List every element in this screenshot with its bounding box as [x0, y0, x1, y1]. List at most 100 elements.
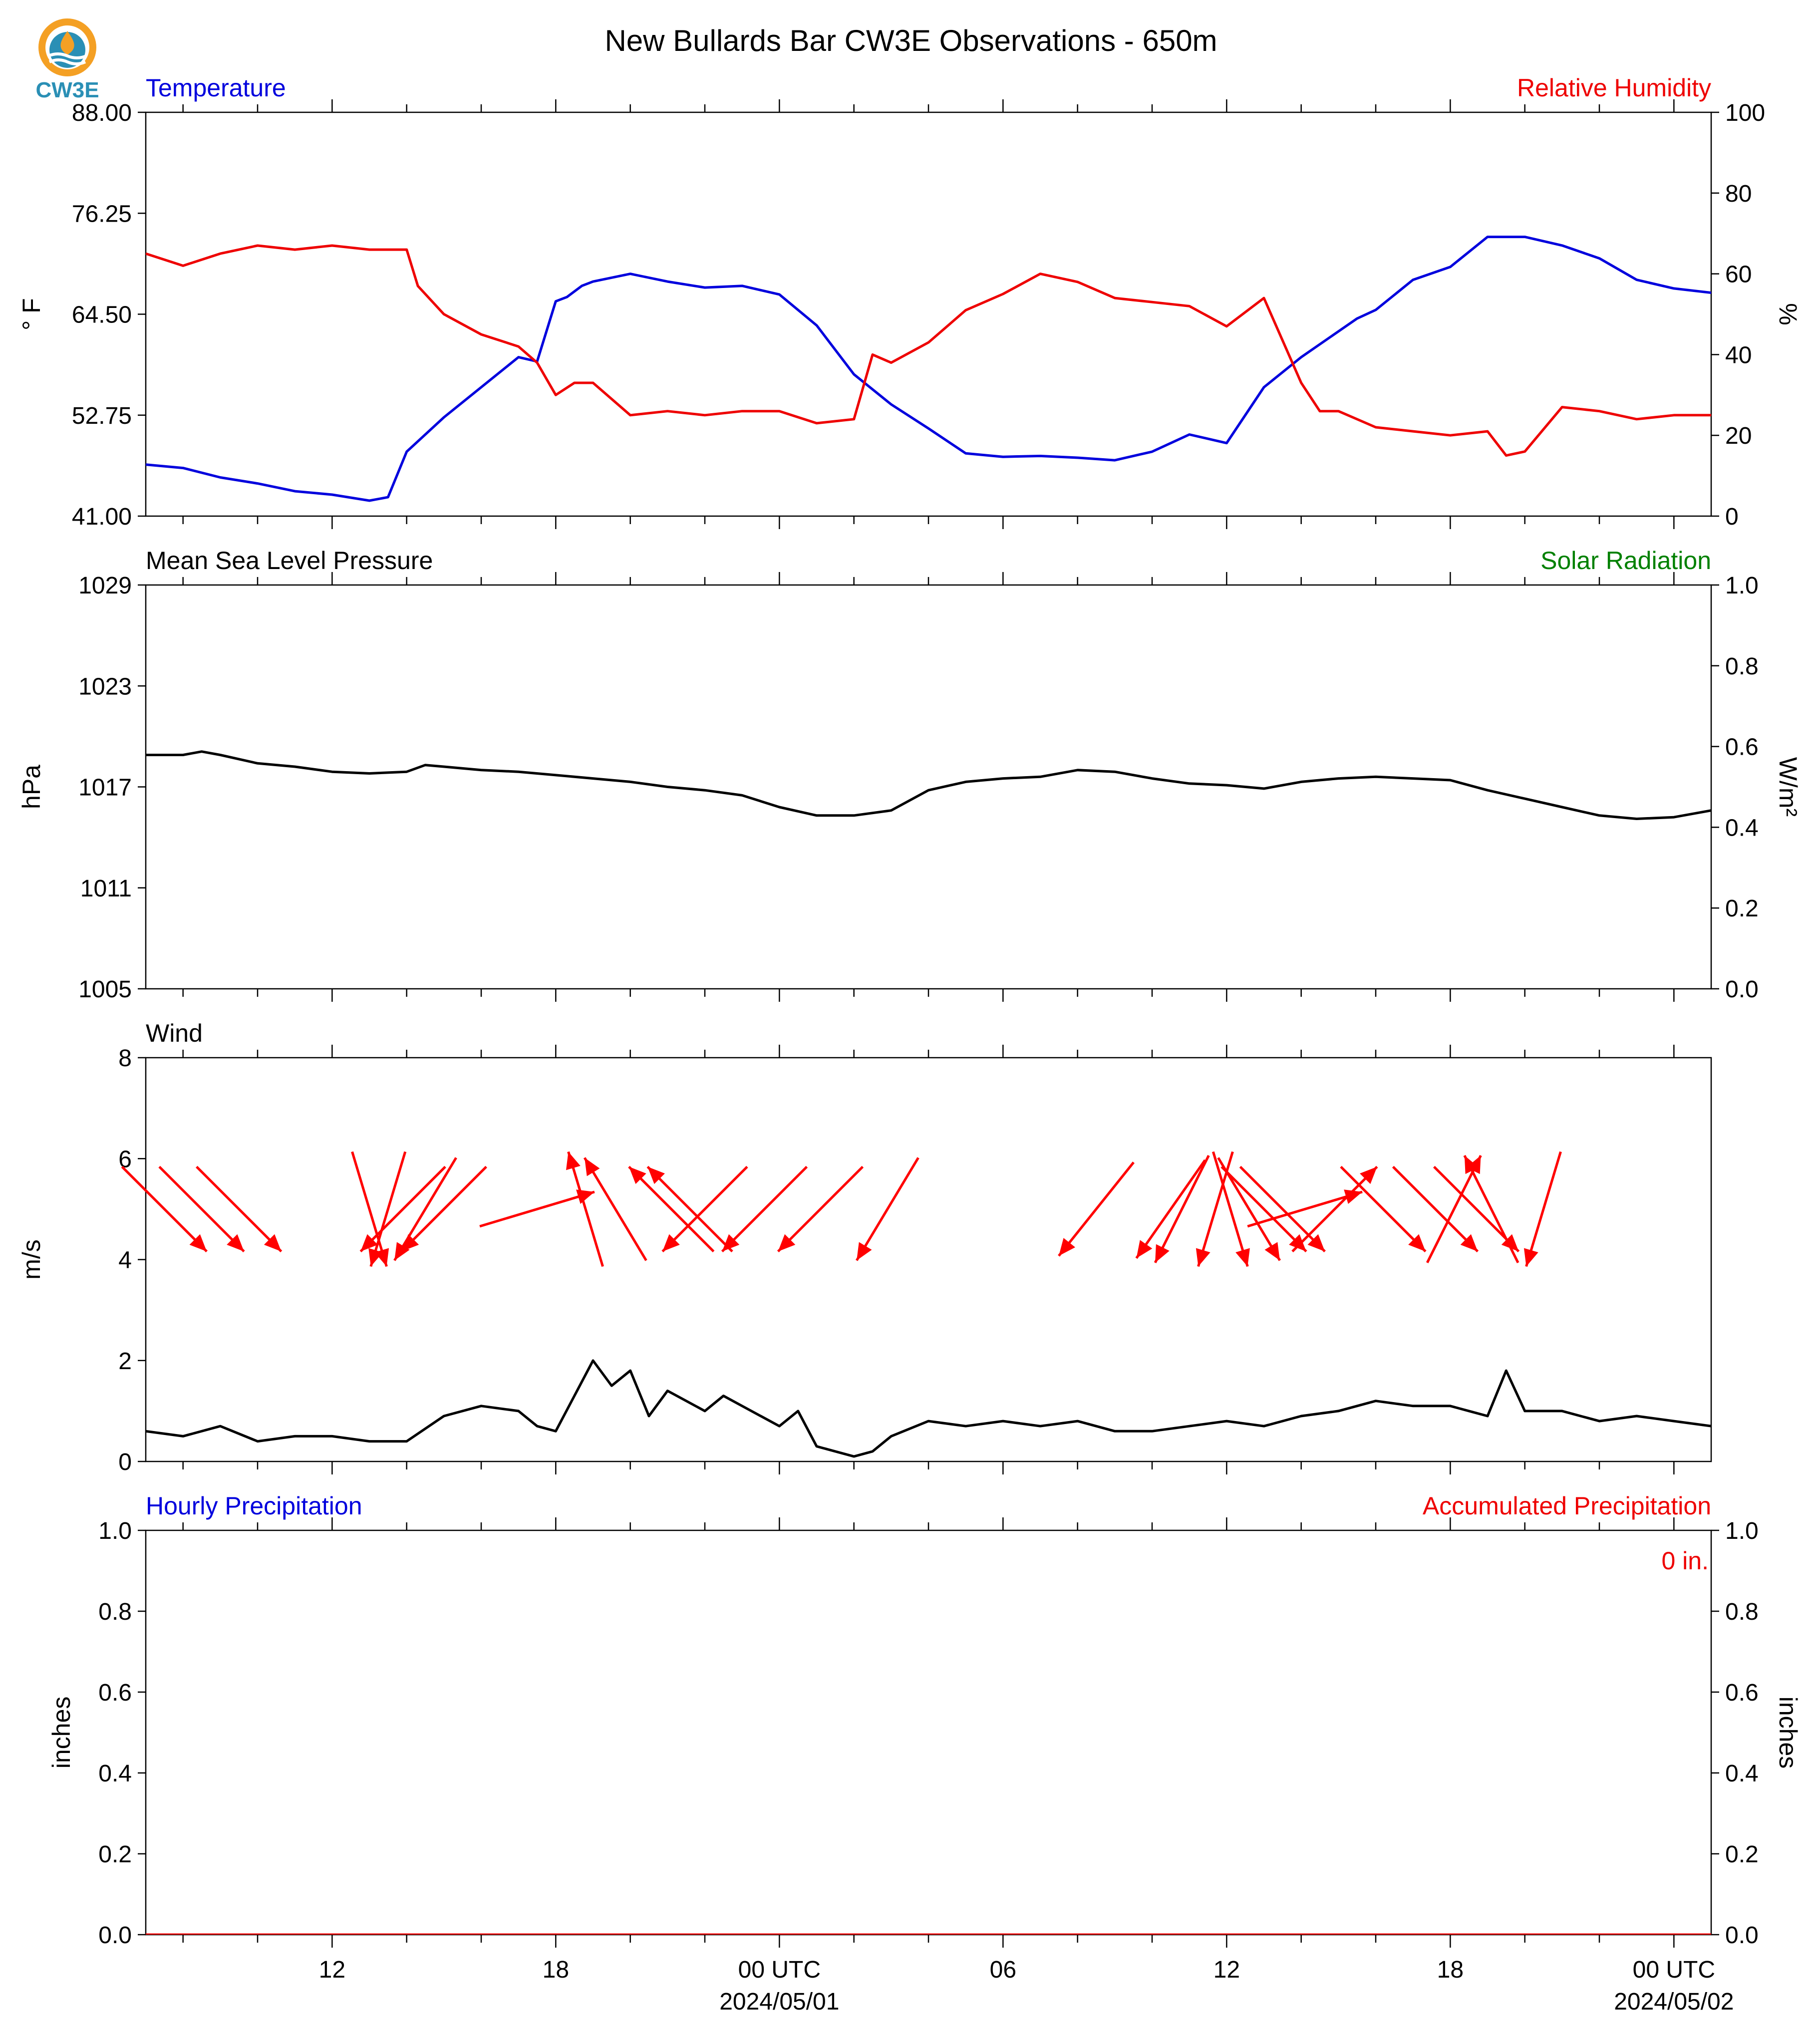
series-line-mean-sea-level-pressure — [146, 750, 1711, 820]
wind-arrow — [646, 1165, 733, 1252]
chart-panels: 41.0052.7564.5076.2588.00020406080100Tem… — [17, 74, 1802, 2015]
panel-title-right: Accumulated Precipitation — [1423, 1492, 1711, 1520]
wind-arrow — [1340, 1165, 1427, 1252]
y-tick-label-left: 0.0 — [98, 1922, 132, 1949]
wind-arrow — [855, 1157, 919, 1261]
wind-arrow — [1154, 1155, 1210, 1263]
y-tick-label-right: 60 — [1725, 262, 1752, 288]
y-tick-label-left: 1011 — [80, 875, 132, 902]
y-tick-label-right: 0.2 — [1725, 1841, 1759, 1868]
wind-arrow — [1135, 1159, 1207, 1259]
y-tick-label-left: 1029 — [78, 573, 132, 599]
y-tick-label-left: 1.0 — [98, 1518, 132, 1544]
panel-title-right: Solar Radiation — [1540, 547, 1711, 575]
y-axis-label-left: hPa — [17, 765, 45, 809]
panel-title-left: Wind — [146, 1019, 203, 1047]
wind-arrow — [400, 1165, 487, 1252]
x-tick-label: 00 UTC — [738, 1957, 821, 1983]
wind-arrow — [1392, 1165, 1479, 1252]
y-tick-label-right: 0.8 — [1725, 653, 1759, 680]
x-tick-label: 06 — [990, 1957, 1016, 1983]
wind-arrow — [1239, 1165, 1326, 1252]
wind-arrow — [721, 1165, 808, 1252]
x-date-label: 2024/05/01 — [719, 1989, 839, 2015]
wind-arrow — [1058, 1161, 1135, 1257]
y-tick-label-right: 40 — [1725, 342, 1752, 368]
y-tick-label-left: 0 — [118, 1449, 132, 1475]
x-tick-label: 18 — [1437, 1957, 1464, 1983]
wind-arrow — [661, 1165, 748, 1252]
y-tick-label-left: 76.25 — [72, 201, 132, 227]
wind-arrow — [1212, 1151, 1250, 1267]
x-date-label: 2024/05/02 — [1614, 1989, 1734, 2015]
x-tick-label: 12 — [1213, 1957, 1240, 1983]
y-tick-label-left: 1023 — [78, 673, 132, 700]
wind-arrow — [1291, 1165, 1378, 1252]
panel-title-left: Temperature — [146, 74, 286, 102]
wind-arrow — [121, 1165, 208, 1252]
panel-title-left: Hourly Precipitation — [146, 1492, 362, 1520]
wind-arrow — [158, 1165, 245, 1252]
y-axis-label-right: % — [1774, 303, 1802, 325]
y-tick-label-left: 0.6 — [98, 1680, 132, 1706]
y-axis-label-right: inches — [1774, 1697, 1802, 1769]
y-tick-label-left: 1017 — [78, 775, 132, 801]
wind-arrow — [777, 1165, 864, 1252]
y-tick-label-right: 0 — [1725, 504, 1739, 530]
y-tick-label-right: 20 — [1725, 423, 1752, 449]
wind-arrow — [359, 1165, 446, 1252]
wind-arrow — [628, 1165, 715, 1252]
accumulated-total-label: 0 in. — [1661, 1547, 1709, 1575]
y-tick-label-right: 1.0 — [1725, 573, 1759, 599]
y-tick-label-left: 52.75 — [72, 403, 132, 429]
x-tick-label: 00 UTC — [1633, 1957, 1715, 1983]
wind-arrow — [1220, 1165, 1307, 1252]
panel-temperature-humidity: 41.00 52.75 64.50 76.25 88.00 0 20 40 60 80 100 Tem… — [17, 74, 1802, 530]
y-tick-label-left: 88.00 — [72, 100, 132, 126]
y-tick-label-left: 0.2 — [98, 1841, 132, 1868]
y-tick-label-left: 1005 — [78, 976, 132, 1003]
x-tick-label: 18 — [543, 1957, 569, 1983]
y-tick-label-right: 0.0 — [1725, 1922, 1759, 1949]
y-tick-label-right: 100 — [1725, 100, 1765, 126]
y-tick-label-right: 0.2 — [1725, 895, 1759, 922]
wind-arrow — [583, 1157, 647, 1261]
y-tick-label-right: 0.4 — [1725, 815, 1759, 841]
y-tick-label-left: 2 — [118, 1348, 132, 1375]
y-tick-label-left: 64.50 — [72, 302, 132, 328]
wind-arrow — [1463, 1155, 1519, 1263]
y-tick-label-left: 4 — [118, 1247, 132, 1274]
x-tick-label: 12 — [319, 1957, 345, 1983]
wind-arrow — [1247, 1189, 1363, 1228]
y-tick-label-right: 0.4 — [1725, 1760, 1759, 1787]
panel-precipitation: 0.0 0.2 0.4 0.6 0.8 1.0 0.0 0.2 0.4 0.6 0.8 1.0 Hour… — [47, 1492, 1802, 2015]
wind-arrow — [566, 1151, 604, 1267]
cw3e-logo: CW3E — [35, 18, 99, 102]
y-axis-label-left: ° F — [17, 298, 45, 330]
y-axis-label-left: inches — [47, 1697, 75, 1769]
panel-title-right: Relative Humidity — [1517, 74, 1711, 102]
y-axis-label-right: W/m² — [1774, 757, 1802, 817]
series-line-wind — [146, 1359, 1711, 1458]
wind-arrow — [368, 1151, 407, 1267]
y-tick-label-right: 0.6 — [1725, 734, 1759, 761]
y-tick-label-right: 0.0 — [1725, 976, 1759, 1003]
series-line-relative-humidity — [146, 244, 1711, 457]
panel-title-left: Mean Sea Level Pressure — [146, 547, 433, 575]
y-tick-label-left: 0.4 — [98, 1760, 132, 1787]
y-tick-label-right: 1.0 — [1725, 1518, 1759, 1544]
logo-text: CW3E — [35, 78, 99, 102]
y-tick-label-left: 8 — [118, 1045, 132, 1072]
y-tick-label-left: 41.00 — [72, 504, 132, 530]
wind-arrow — [196, 1165, 283, 1252]
y-tick-label-left: 0.8 — [98, 1599, 132, 1625]
y-axis-label-left: m/s — [17, 1239, 45, 1280]
series-line-temperature — [146, 236, 1711, 502]
y-tick-label-right: 0.8 — [1725, 1599, 1759, 1625]
wind-arrow — [1523, 1151, 1562, 1267]
chart-title: New Bullards Bar CW3E Observations - 650… — [605, 24, 1217, 57]
y-tick-label-right: 80 — [1725, 181, 1752, 207]
panel-pressure-solar: 1005 1011 1017 1023 1029 0.0 0.2 0.4 0.6 0.8 1.0 Me… — [17, 547, 1802, 1003]
